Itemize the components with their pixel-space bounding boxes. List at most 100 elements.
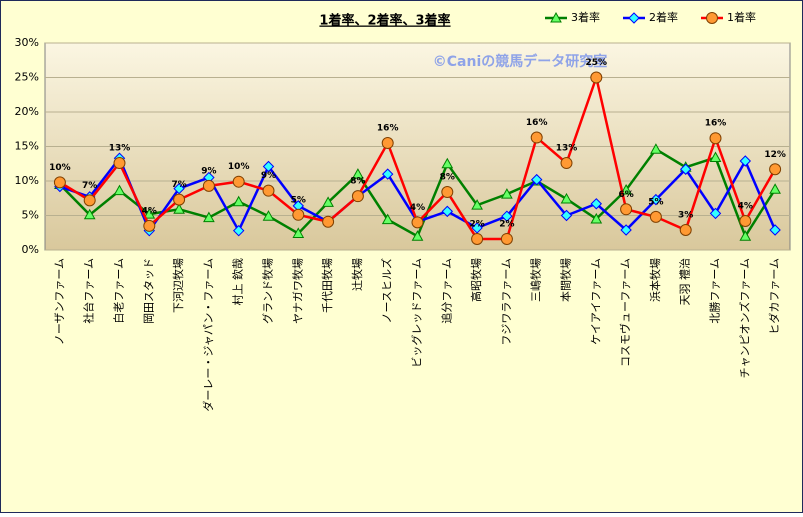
point: [709, 151, 722, 163]
x-tick-label: 千代田牧場: [320, 258, 334, 313]
point: [650, 143, 662, 154]
point: [560, 209, 573, 222]
y-tick-label: 20%: [15, 105, 39, 118]
point: [381, 213, 394, 225]
data-label: 6%: [618, 190, 633, 200]
point: [709, 207, 722, 220]
point: [441, 157, 454, 169]
x-tick-label: 天羽 禮治: [678, 258, 692, 306]
x-tick-label: ビッグレッドファーム: [410, 258, 424, 368]
watermark: ©Caniの競馬データ研究室: [433, 53, 608, 70]
x-tick-label: 辻牧場: [350, 258, 364, 291]
x-tick-label: 追分ファーム: [439, 258, 453, 324]
data-label: 9%: [261, 171, 276, 181]
point: [203, 211, 215, 223]
x-tick-label: ヤナガワ牧場: [290, 258, 304, 324]
data-label: 3%: [678, 210, 693, 220]
point: [501, 210, 513, 222]
data-label: 2%: [499, 219, 514, 229]
x-tick-label: 本間牧場: [559, 258, 573, 302]
point: [173, 193, 186, 206]
point: [590, 71, 603, 84]
point: [173, 182, 185, 195]
point: [262, 210, 275, 221]
x-tick-label: チャンピオンズファーム: [737, 258, 751, 378]
x-tick-label: ダーレー・ジャパン・ファーム: [201, 258, 215, 412]
point: [530, 131, 543, 144]
x-tick-label: ノースヒルズ: [380, 258, 394, 323]
point: [620, 224, 632, 236]
point: [411, 216, 424, 229]
point: [322, 196, 334, 207]
x-tick-label: グランド牧場: [261, 258, 275, 324]
point: [173, 203, 185, 214]
point: [143, 219, 156, 232]
point: [381, 168, 394, 180]
x-tick-label: ケイアイファーム: [589, 258, 602, 345]
x-tick-label: ノーザンファーム: [53, 258, 66, 345]
point: [590, 198, 603, 210]
point: [560, 157, 573, 170]
data-label: 8%: [350, 177, 365, 187]
point: [83, 208, 96, 220]
x-tick-label: コスモヴューファーム: [618, 258, 632, 367]
point: [53, 176, 66, 189]
point: [232, 175, 245, 188]
data-label: 2%: [469, 219, 484, 229]
data-label: 13%: [556, 144, 578, 154]
data-label: 12%: [764, 150, 786, 160]
data-label: 7%: [82, 181, 97, 191]
point: [650, 193, 662, 206]
point: [352, 168, 364, 179]
point: [590, 212, 603, 224]
point: [202, 179, 215, 192]
point: [83, 194, 96, 207]
point: [113, 184, 126, 196]
point: [530, 173, 543, 186]
data-label: 9%: [201, 166, 216, 176]
data-label: 4%: [142, 206, 157, 216]
point: [351, 190, 364, 203]
point: [441, 205, 454, 218]
y-tick-label: 10%: [15, 174, 39, 187]
data-label: 10%: [49, 163, 71, 173]
x-tick-label: ヒダカファーム: [767, 258, 781, 335]
point: [262, 160, 275, 173]
point: [679, 163, 692, 175]
point: [322, 215, 335, 228]
y-tick-label: 25%: [15, 71, 39, 84]
point: [709, 132, 722, 145]
data-label: 25%: [586, 58, 608, 68]
y-tick-label: 5%: [22, 209, 39, 222]
point: [113, 157, 126, 170]
point: [620, 183, 632, 195]
y-tick-label: 30%: [15, 36, 39, 49]
point: [143, 208, 156, 219]
x-tick-label: 北勝ファーム: [708, 258, 722, 324]
point: [232, 195, 245, 207]
point: [501, 188, 513, 199]
data-label: 16%: [377, 124, 399, 134]
legend-marker: [628, 12, 640, 24]
point: [471, 222, 483, 234]
point: [381, 137, 394, 150]
data-label: 13%: [109, 144, 131, 154]
x-tick-label: フジワラファーム: [500, 258, 513, 346]
data-label: 7%: [171, 180, 186, 190]
x-tick-label: 白老ファーム: [112, 258, 126, 324]
point: [471, 232, 484, 245]
point: [649, 210, 662, 223]
point: [232, 224, 245, 237]
chart-title: 1着率、2着率、3着率: [319, 13, 450, 29]
point: [769, 163, 782, 176]
point: [769, 224, 781, 236]
point: [739, 155, 752, 167]
point: [441, 186, 454, 199]
data-label: 8%: [440, 173, 455, 183]
data-label: 5%: [291, 195, 306, 205]
legend-marker: [550, 11, 562, 23]
x-tick-label: 三嶋牧場: [529, 258, 543, 302]
point: [292, 227, 305, 238]
